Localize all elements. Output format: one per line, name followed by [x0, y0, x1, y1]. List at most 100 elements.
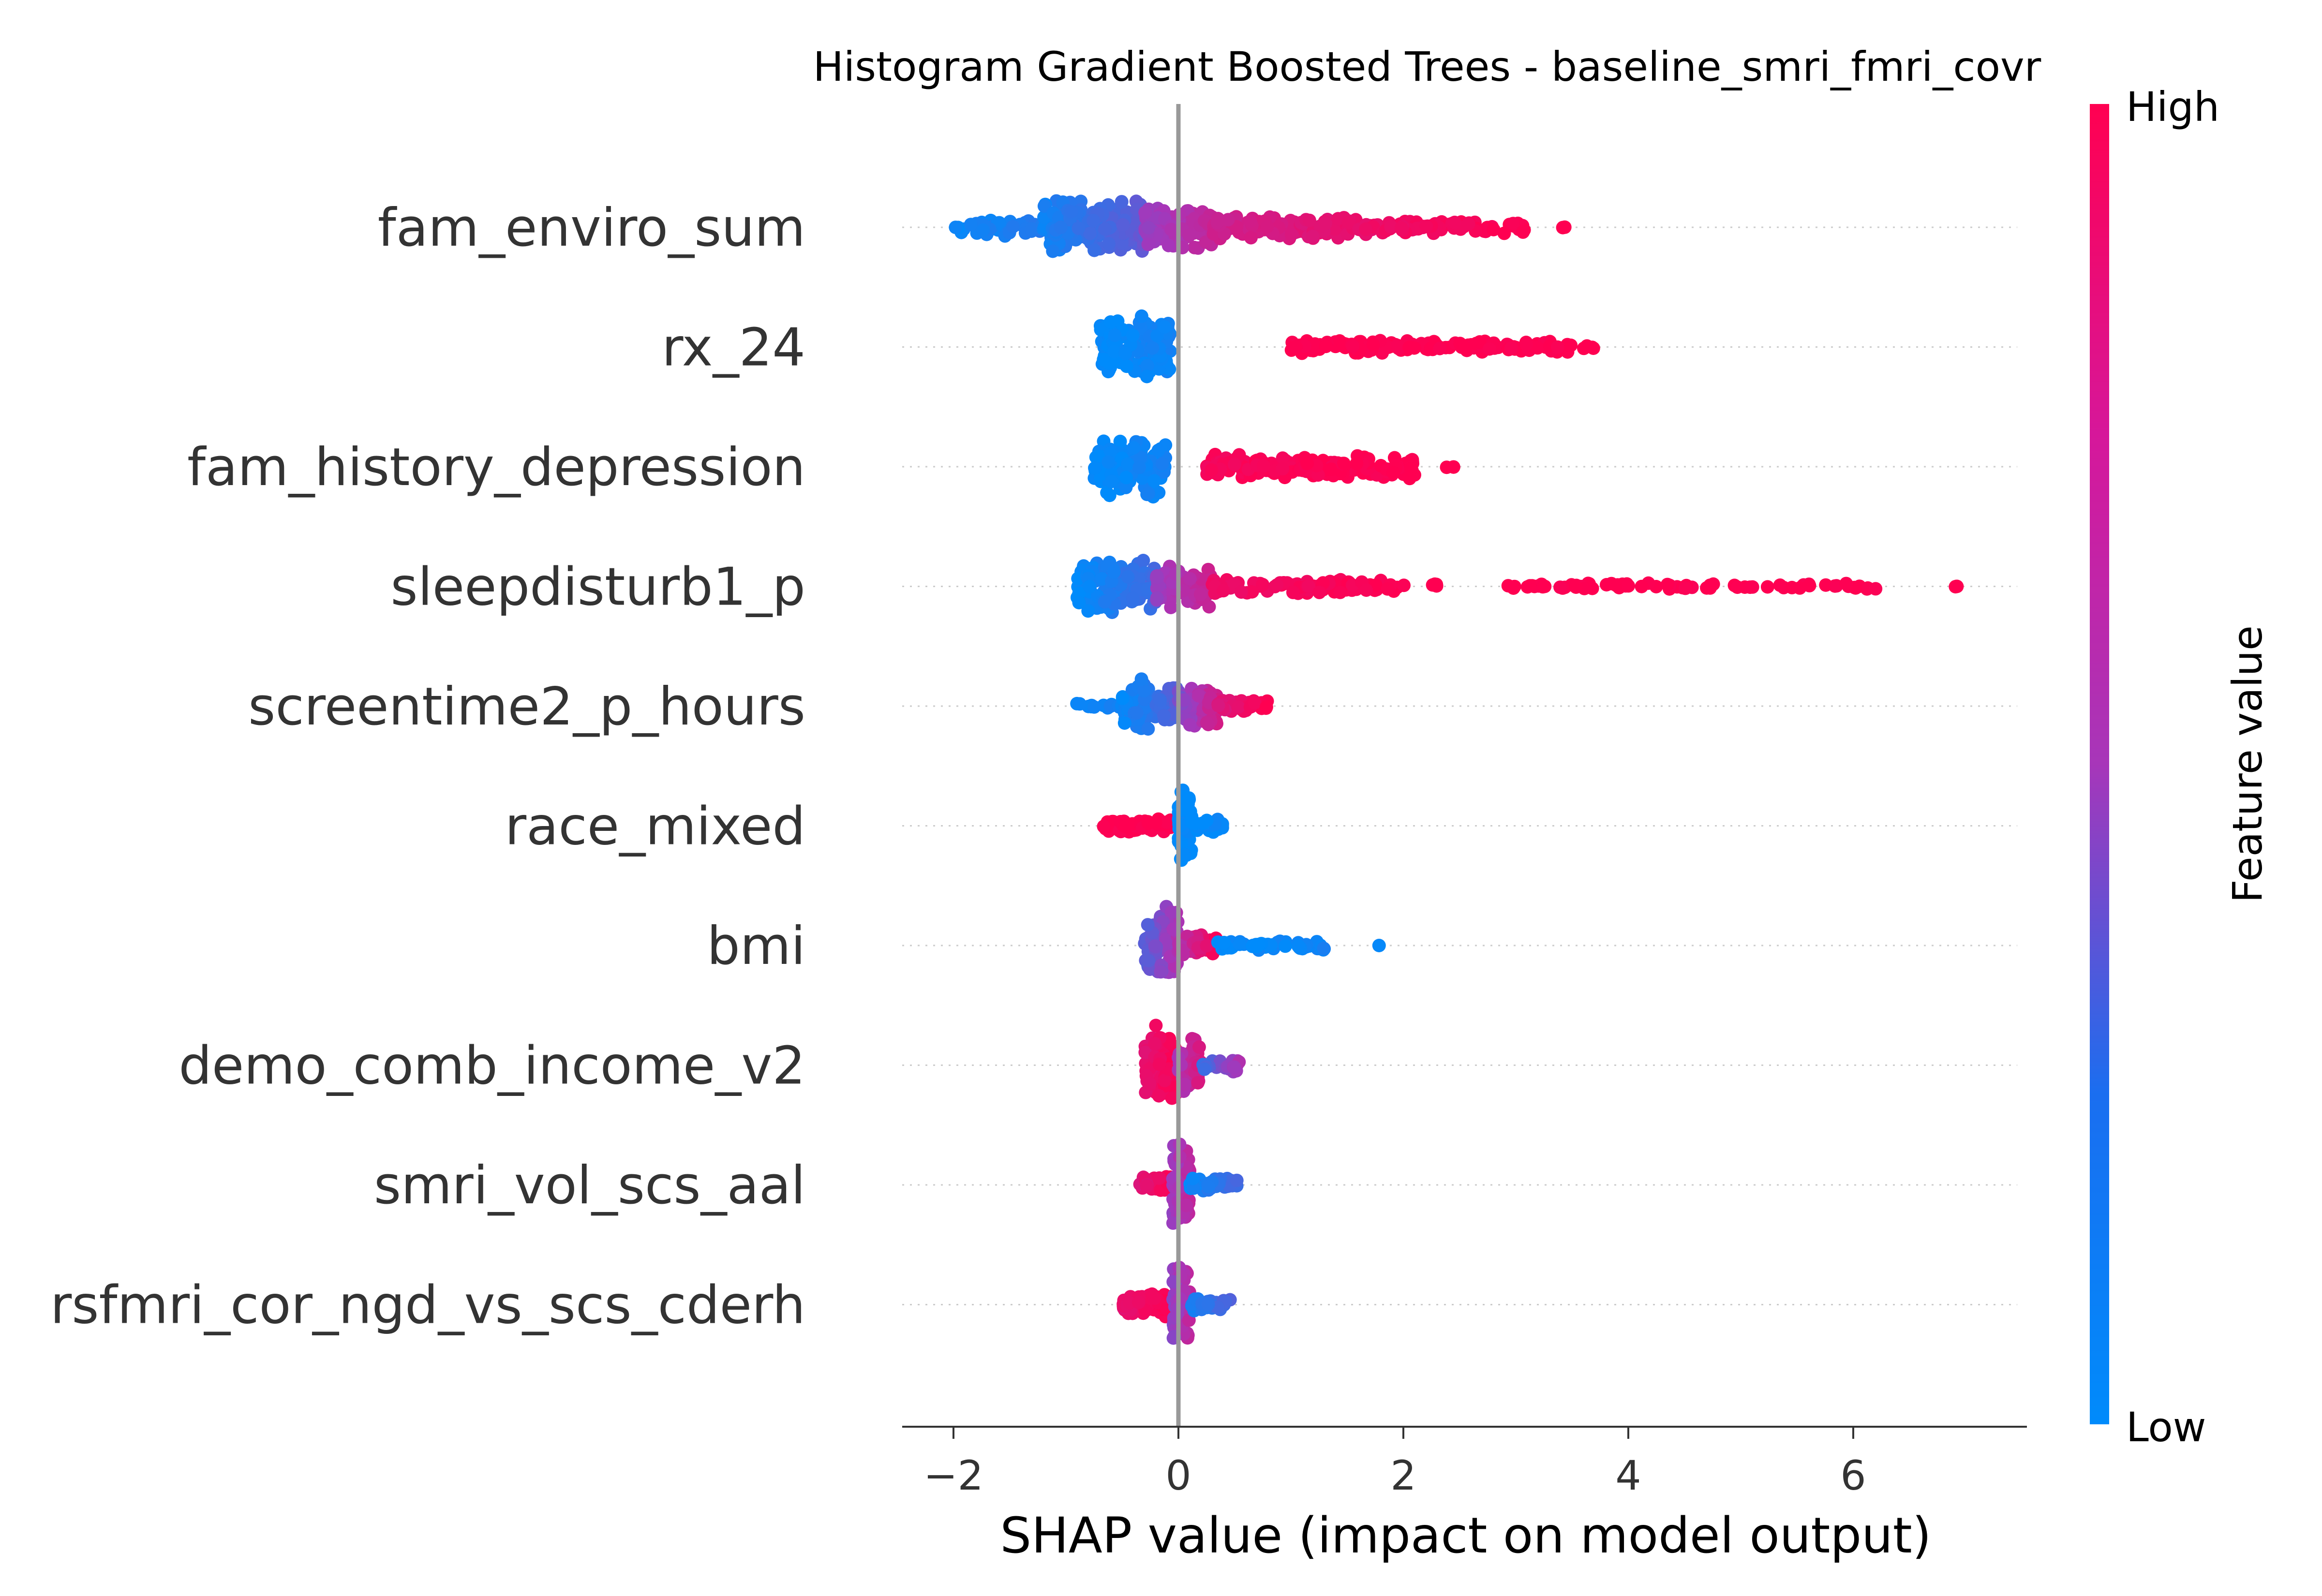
shap-point — [1497, 226, 1511, 240]
shap-point — [1346, 339, 1360, 353]
shap-point — [964, 218, 978, 232]
feature-swarm — [1070, 672, 1274, 736]
shap-point — [1192, 1040, 1206, 1054]
shap-point — [1244, 231, 1258, 245]
shap-point — [1083, 579, 1097, 593]
shap-point — [1622, 579, 1636, 593]
shap-point — [1100, 486, 1114, 500]
shap-point — [1289, 340, 1303, 354]
shap-point — [1516, 225, 1530, 239]
shap-point — [1519, 337, 1533, 351]
shap-point — [1259, 700, 1273, 714]
shap-point — [1165, 1091, 1179, 1105]
shap-point — [1760, 580, 1774, 594]
shap-point — [1390, 339, 1404, 353]
shap-point — [1131, 1295, 1146, 1309]
shap-point — [1291, 939, 1305, 953]
shap-point — [1157, 709, 1171, 723]
shap-point — [1260, 220, 1274, 234]
shap-point — [1433, 341, 1447, 355]
shap-point — [1103, 315, 1117, 329]
shap-point — [1227, 1060, 1241, 1074]
shap-point — [1372, 939, 1386, 952]
shap-point — [1384, 220, 1398, 234]
shap-point — [1121, 570, 1135, 584]
shap-point — [1869, 582, 1883, 596]
shap-point — [1116, 218, 1130, 232]
shap-point — [1146, 341, 1160, 355]
feature-swarm — [1097, 783, 1229, 867]
shap-point — [1558, 220, 1572, 234]
shap-point — [1181, 796, 1195, 810]
shap-point — [1140, 1179, 1154, 1193]
shap-point — [1152, 1171, 1166, 1185]
shap-point — [1660, 577, 1674, 591]
shap-point — [1134, 309, 1148, 323]
shap-point — [1553, 580, 1567, 594]
feature-label: demo_comb_income_v2 — [179, 1036, 805, 1096]
feature-label: race_mixed — [505, 797, 805, 857]
colorbar-title: Feature value — [2224, 625, 2271, 903]
shap-point — [1087, 243, 1101, 257]
shap-point — [949, 221, 963, 235]
shap-point — [1429, 577, 1444, 591]
shap-point — [1186, 1171, 1200, 1185]
shap-point — [1083, 226, 1097, 240]
colorbar-high-label: High — [2126, 83, 2219, 131]
shap-point — [1107, 565, 1121, 579]
shap-point — [1359, 583, 1373, 597]
shap-point — [1150, 591, 1164, 605]
shap-point — [1177, 1078, 1191, 1092]
shap-point — [1119, 480, 1133, 494]
shap-point — [992, 216, 1006, 230]
feature-swarm — [1133, 1138, 1244, 1230]
shap-point — [1459, 341, 1473, 355]
shap-point — [1286, 585, 1300, 599]
shap-point — [1301, 579, 1315, 593]
shap-point — [1152, 486, 1166, 500]
shap-point — [1381, 582, 1395, 596]
shap-point — [1072, 222, 1086, 235]
shap-point — [1104, 474, 1118, 488]
feature-label: screentime2_p_hours — [248, 677, 805, 737]
shap-point — [1072, 586, 1086, 600]
shap-point — [1210, 216, 1224, 230]
shap-point — [1523, 579, 1537, 593]
shap-point — [1161, 238, 1176, 252]
x-tick-label: 4 — [1615, 1452, 1641, 1499]
shap-point — [1115, 195, 1129, 209]
shap-point — [1839, 576, 1853, 591]
shap-point — [1730, 580, 1744, 594]
shap-point — [1248, 696, 1262, 709]
shap-point — [1147, 1291, 1161, 1305]
shap-point — [1197, 1062, 1211, 1076]
shap-point — [1201, 1180, 1215, 1194]
shap-point — [1319, 216, 1332, 230]
shap-point — [1126, 328, 1140, 342]
shap-point — [1137, 684, 1151, 698]
shap-point — [1205, 463, 1219, 477]
shap-point — [1046, 244, 1060, 258]
beeswarm-points — [949, 194, 1964, 1345]
shap-point — [1025, 222, 1039, 236]
shap-point — [1086, 214, 1100, 228]
shap-point — [1216, 584, 1230, 598]
shap-point — [1461, 217, 1475, 231]
shap-point — [1257, 459, 1270, 473]
shap-point — [1152, 1057, 1166, 1071]
shap-point — [1359, 222, 1373, 236]
shap-point — [1142, 954, 1156, 968]
colorbar — [2090, 104, 2109, 1424]
shap-point — [1394, 221, 1408, 235]
shap-point — [1158, 1074, 1172, 1088]
shap-point — [1473, 335, 1487, 349]
shap-point — [1119, 471, 1133, 485]
shap-point — [1397, 578, 1411, 592]
shap-point — [1300, 457, 1314, 471]
shap-point — [1164, 601, 1178, 614]
shap-point — [1102, 237, 1116, 251]
shap-point — [1148, 939, 1162, 953]
shap-point — [1419, 220, 1433, 233]
shap-point — [1538, 579, 1552, 593]
